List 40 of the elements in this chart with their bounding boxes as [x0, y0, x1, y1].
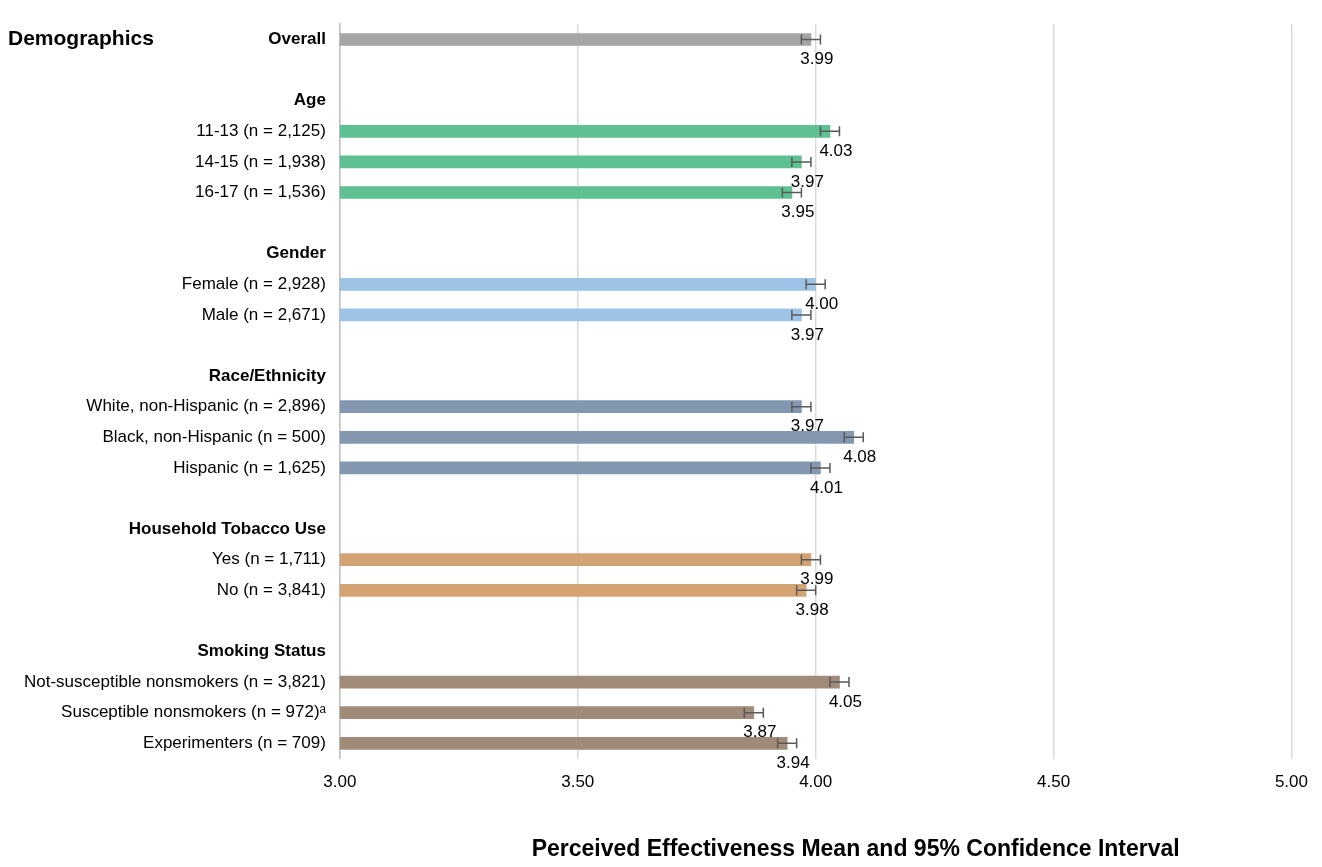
- x-axis-title: Perceived Effectiveness Mean and 95% Confidence Interval: [531, 835, 1180, 862]
- y-axis-title: Demographics: [8, 26, 154, 50]
- x-tick-label: 5.00: [1274, 772, 1308, 792]
- y-tick-label: 11-13 (n = 2,125): [196, 120, 326, 140]
- x-tick-label: 3.00: [323, 772, 357, 792]
- y-tick-label: Not-susceptible nonsmokers (n = 3,821): [23, 671, 326, 691]
- data-label: 4.01: [809, 477, 843, 497]
- y-tick-label: Smoking Status: [197, 641, 326, 661]
- y-tick-label: Race/Ethnicity: [208, 365, 327, 385]
- y-tick-label: 14-15 (n = 1,938): [194, 151, 326, 171]
- data-label: 3.99: [800, 569, 834, 589]
- y-tick-label: Household Tobacco Use: [128, 518, 326, 538]
- data-label: 3.87: [743, 722, 777, 742]
- data-label: 4.05: [828, 691, 863, 711]
- data-label: 3.98: [795, 599, 829, 619]
- y-tick-label: Overall: [268, 29, 326, 49]
- data-label: 3.97: [790, 171, 824, 191]
- y-tick-label: Female (n = 2,928): [181, 273, 326, 293]
- y-tick-label: Gender: [266, 243, 327, 263]
- data-label: 3.95: [781, 202, 815, 222]
- data-label: 3.97: [790, 416, 824, 436]
- x-tick-label: 4.50: [1037, 772, 1071, 792]
- y-tick-label: Experimenters (n = 709): [143, 732, 326, 752]
- y-tick-label: Age: [293, 90, 326, 110]
- y-tick-label: Male (n = 2,671): [201, 304, 326, 324]
- data-label: 3.94: [776, 752, 810, 772]
- y-tick-label: Yes (n = 1,711): [212, 549, 326, 569]
- data-label: 4.08: [843, 446, 877, 466]
- data-label: 4.03: [819, 140, 853, 160]
- x-tick-label: 3.50: [561, 772, 595, 792]
- data-label: 3.97: [790, 324, 824, 344]
- y-tick-label: Susceptible nonsmokers (n = 972)ᵃ: [61, 702, 327, 722]
- data-label: 3.99: [800, 49, 834, 69]
- y-tick-label: 16-17 (n = 1,536): [194, 182, 326, 202]
- y-tick-label: Hispanic (n = 1,625): [173, 457, 326, 477]
- data-label: 4.00: [805, 293, 839, 313]
- x-tick-label: 4.00: [799, 772, 833, 792]
- y-tick-label: White, non-Hispanic (n = 2,896): [86, 396, 326, 416]
- y-tick-label: No (n = 3,841): [216, 579, 326, 599]
- y-tick-label: Black, non-Hispanic (n = 500): [102, 426, 326, 446]
